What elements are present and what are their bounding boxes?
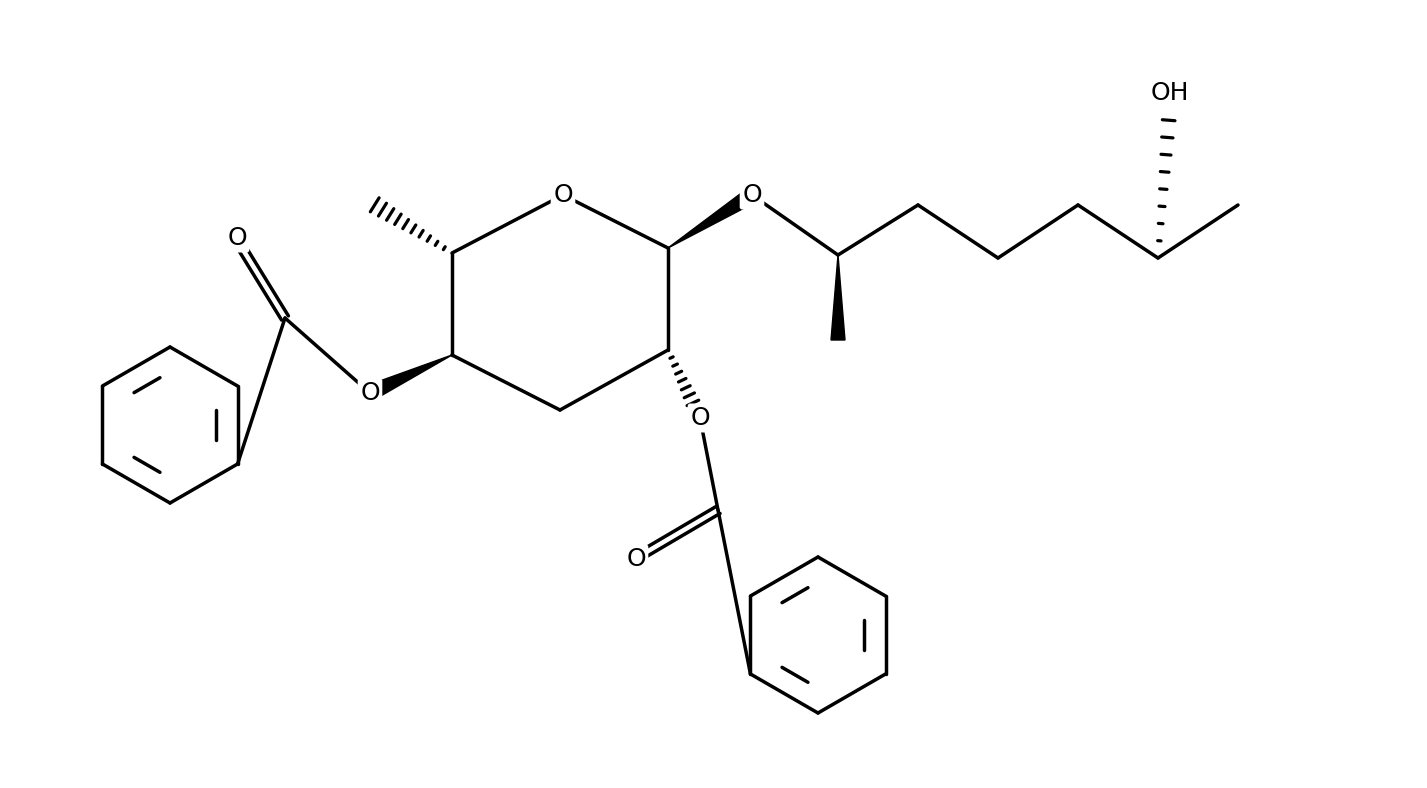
Polygon shape bbox=[668, 188, 756, 248]
Text: O: O bbox=[691, 406, 709, 430]
Polygon shape bbox=[831, 255, 845, 340]
Text: O: O bbox=[554, 183, 572, 207]
Text: O: O bbox=[742, 183, 762, 207]
Polygon shape bbox=[367, 355, 452, 400]
Text: OH: OH bbox=[1150, 81, 1189, 105]
Text: O: O bbox=[626, 547, 646, 571]
Text: O: O bbox=[227, 226, 247, 250]
Text: O: O bbox=[360, 381, 380, 405]
